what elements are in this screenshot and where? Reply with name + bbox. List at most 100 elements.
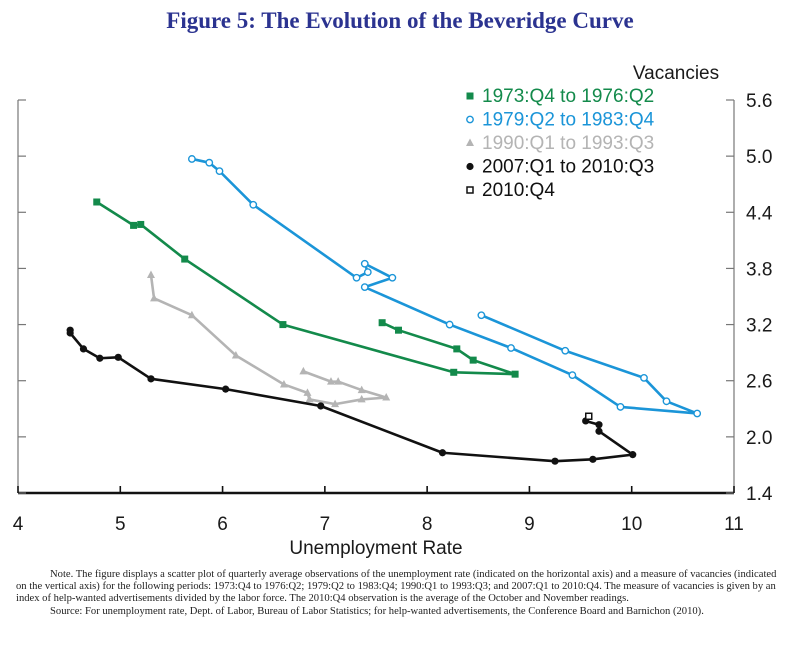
legend-marker <box>466 92 474 100</box>
data-point <box>334 377 343 385</box>
figure-title: Figure 5: The Evolution of the Beveridge… <box>166 8 634 33</box>
series-1 <box>187 155 702 418</box>
x-axis-title: Unemployment Rate <box>289 538 462 559</box>
y-tick-label: 5.0 <box>746 147 772 168</box>
y-tick-label: 3.8 <box>746 259 772 280</box>
data-point <box>215 167 224 176</box>
legend-marker <box>466 115 474 124</box>
y-tick-label: 5.6 <box>746 91 772 112</box>
data-point <box>146 270 155 278</box>
data-point <box>352 273 361 282</box>
series-line <box>96 200 517 376</box>
legend-label: 1990:Q1 to 1993:Q3 <box>482 133 654 154</box>
legend-marker <box>466 186 474 194</box>
source-text: Source: For unemployment rate, Dept. of … <box>50 605 704 617</box>
data-point <box>331 399 340 408</box>
data-point <box>595 427 603 435</box>
series-3 <box>66 326 637 465</box>
data-point <box>357 394 366 403</box>
legend-label: 1979:Q2 to 1983:Q4 <box>482 110 655 131</box>
x-tick-label: 7 <box>320 514 331 535</box>
x-tick-label: 10 <box>621 514 642 535</box>
data-point <box>96 354 104 362</box>
beveridge-chart: 1.4 2.0 2.6 3.2 3.8 4.4 5.0 5.6 4 5 6 7 8 9 10 11 1973:… <box>13 63 773 559</box>
data-point <box>477 311 486 320</box>
legend-marker <box>466 162 474 171</box>
note-text: Note. The figure displays a scatter plot… <box>16 569 777 605</box>
data-point <box>640 374 648 382</box>
data-point <box>378 319 386 327</box>
data-point <box>205 158 214 167</box>
data-point <box>445 320 454 329</box>
data-point <box>616 403 625 411</box>
series-0 <box>93 198 519 378</box>
y-tick-label: 4.4 <box>746 203 773 224</box>
data-point <box>303 388 312 396</box>
x-tick-label: 6 <box>217 514 228 535</box>
data-point <box>453 345 461 353</box>
data-point <box>305 394 314 403</box>
data-point <box>595 421 603 429</box>
data-point <box>360 283 369 292</box>
data-point <box>585 412 593 421</box>
data-point <box>450 368 458 376</box>
data-point <box>693 409 702 418</box>
data-point <box>395 326 403 334</box>
x-tick-label: 9 <box>524 514 535 535</box>
legend-marker <box>466 138 474 146</box>
y-tick-label: 2.0 <box>746 428 772 449</box>
series-layer <box>66 155 702 465</box>
data-point <box>137 220 145 228</box>
data-point <box>388 273 397 282</box>
data-point <box>507 344 515 352</box>
data-point <box>363 268 372 277</box>
axes: 1.4 2.0 2.6 3.2 3.8 4.4 5.0 5.6 4 5 6 7 8 9 10 11 <box>13 91 773 535</box>
y-tick-label: 3.2 <box>746 316 772 337</box>
series-line <box>149 274 388 406</box>
data-point <box>279 321 287 329</box>
data-point <box>299 366 308 375</box>
data-point <box>231 350 240 359</box>
data-point <box>130 221 138 229</box>
data-point <box>551 457 559 465</box>
data-point <box>357 385 366 394</box>
x-tick-label: 5 <box>115 514 126 535</box>
data-point <box>568 371 577 379</box>
legend-label: 1973:Q4 to 1976:Q2 <box>482 86 654 107</box>
y-tick-label: 2.6 <box>746 372 772 393</box>
data-point <box>438 449 447 457</box>
data-point <box>382 393 391 401</box>
x-tick-label: 11 <box>724 514 744 535</box>
data-point <box>187 155 196 163</box>
data-point <box>561 346 570 355</box>
data-point <box>114 353 122 361</box>
x-tick-label: 4 <box>13 514 24 535</box>
series-line <box>68 330 635 463</box>
data-point <box>79 345 88 353</box>
series-line <box>191 157 699 415</box>
data-point <box>326 377 335 385</box>
data-point <box>589 455 597 463</box>
data-point <box>181 255 189 263</box>
legend-label: 2010:Q4 <box>482 180 555 201</box>
figure-note: Note. The figure displays a scatter plot… <box>16 569 786 618</box>
data-point <box>360 259 369 268</box>
series-4 <box>585 412 593 421</box>
legend-label: 2007:Q1 to 2010:Q3 <box>482 157 654 178</box>
y-tick-label: 1.4 <box>746 484 773 505</box>
data-point <box>317 402 325 410</box>
y-axis-title: Vacancies <box>633 63 719 84</box>
data-point <box>222 385 230 393</box>
data-point <box>511 370 519 378</box>
data-point <box>147 375 155 383</box>
data-point <box>93 198 101 206</box>
data-point <box>279 379 288 388</box>
data-point <box>469 356 477 364</box>
data-point <box>187 310 196 319</box>
data-point <box>249 200 258 209</box>
data-point <box>629 451 637 459</box>
data-point <box>662 397 671 406</box>
data-point <box>66 329 74 337</box>
x-tick-label: 8 <box>422 514 433 535</box>
series-2 <box>146 270 391 408</box>
